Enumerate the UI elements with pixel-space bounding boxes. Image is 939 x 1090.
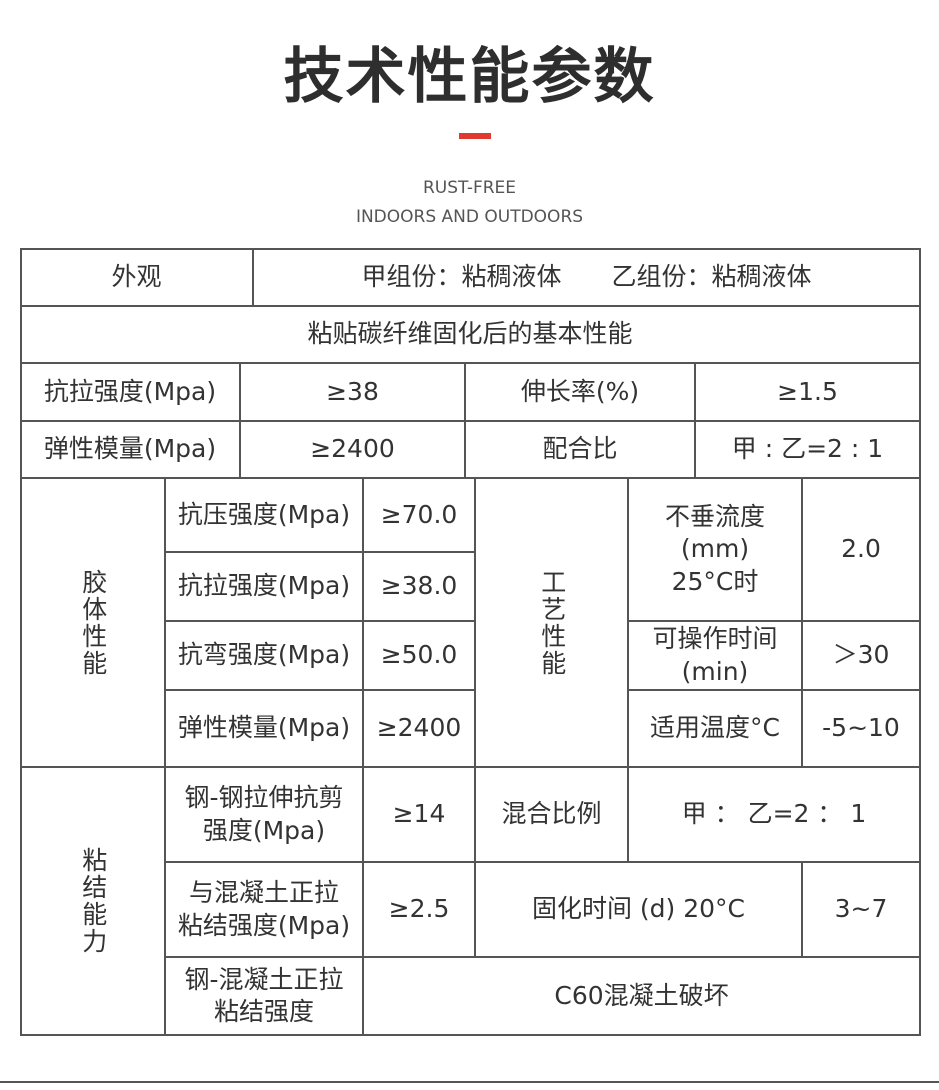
table-cell: 抗拉强度(Mpa) [165,552,363,621]
table-cell: 配合比 [465,421,695,478]
cell-text: 钢-混凝土正拉 粘结强度 [184,964,344,1027]
table-cell: ≥2400 [363,690,475,767]
cell-text: 弹性模量(Mpa) [43,434,217,464]
cell-text: 抗压强度(Mpa) [177,499,351,529]
table-cell: ≥1.5 [695,363,920,421]
cell-text: ≥14 [392,799,446,829]
table-cell: 弹性模量(Mpa) [20,421,240,478]
table-cell: 固化时间 (d) 20°C [475,862,802,957]
cell-text: ≥2400 [376,713,462,743]
table-cell: 钢-混凝土正拉 粘结强度 [165,957,363,1035]
table-cell: 3~7 [802,862,920,957]
subtitle: RUST-FREE [422,178,517,198]
cell-text: 抗拉强度(Mpa) [177,571,351,601]
table-cell: 混合比例 [475,767,628,862]
cell-text: 可操作时间 (min) [652,624,778,686]
cell-text: 钢-钢拉伸抗剪 强度(Mpa) [184,783,344,845]
table-cell: C60混凝土破坏 [363,957,920,1035]
table-cell: 甲 ： 乙=2 ： 1 [628,767,920,862]
divider [0,1081,939,1083]
cell-text: 胶体性能 [78,568,108,677]
table-cell: 弹性模量(Mpa) [165,690,363,767]
table-cell: 外观 [20,248,253,306]
cell-text: 外观 [111,261,162,291]
title: 技术性能参数 [283,42,656,112]
table-cell: 胶体性能 [20,478,165,767]
cell-text: ＞30 [832,640,890,670]
cell-text: 抗拉强度(Mpa) [43,376,217,406]
cell-text: 抗弯强度(Mpa) [177,640,351,670]
table-cell: ≥70.0 [363,478,475,552]
cell-text: ≥70.0 [380,499,458,529]
cell-text: ≥50.0 [380,640,458,670]
cell-text: ≥38 [326,376,379,406]
table-cell: 适用温度°C [628,690,802,767]
subtitle: INDOORS AND OUTDOORS [355,207,584,227]
cell-text: 粘结能力 [78,847,108,955]
cell-text: ≥38.0 [380,571,458,601]
table-cell: 钢-钢拉伸抗剪 强度(Mpa) [165,767,363,862]
table-cell: 2.0 [802,478,920,621]
cell-text: -5~10 [822,713,900,743]
cell-text: 固化时间 (d) 20°C [531,894,746,924]
cell-text: 甲 : 乙=2 : 1 [731,434,884,464]
cell-text: 甲组份：粘稠液体 乙组份：粘稠液体 [361,261,812,291]
table-cell: 抗压强度(Mpa) [165,478,363,552]
table-cell: ≥2.5 [363,862,475,957]
cell-text: 工艺性能 [537,568,567,677]
cell-text: ≥2.5 [388,894,450,924]
table-cell: 不垂流度 (mm) 25°C时 [628,478,802,621]
cell-text: 粘贴碳纤维固化后的基本性能 [307,319,633,349]
cell-text: 3~7 [834,894,888,924]
table-cell: 抗弯强度(Mpa) [165,621,363,690]
table-cell: 甲组份：粘稠液体 乙组份：粘稠液体 [253,248,920,306]
table-cell: ≥50.0 [363,621,475,690]
table-cell: 粘贴碳纤维固化后的基本性能 [20,306,920,363]
table-cell: ＞30 [802,621,920,690]
table-cell: 与混凝土正拉 粘结强度(Mpa) [165,862,363,957]
table-cell: 甲 : 乙=2 : 1 [695,421,920,478]
table-cell: 可操作时间 (min) [628,621,802,690]
table-cell: ≥38 [240,363,465,421]
cell-text: 伸长率(%) [520,376,640,406]
table-cell: ≥38.0 [363,552,475,621]
cell-text: 混合比例 [501,799,602,829]
cell-text: ≥2400 [310,434,395,464]
cell-text: C60混凝土破坏 [554,980,729,1010]
table-cell: 抗拉强度(Mpa) [20,363,240,421]
cell-text: 2.0 [841,534,881,564]
cell-text: 不垂流度 (mm) 25°C时 [664,501,765,596]
accent-bar [459,133,491,139]
table-cell: 粘结能力 [20,767,165,1035]
cell-text: ≥1.5 [777,376,838,406]
table-cell: 伸长率(%) [465,363,695,421]
table-cell: -5~10 [802,690,920,767]
cell-text: 配合比 [542,434,618,464]
table-cell: 工艺性能 [475,478,628,767]
cell-text: 适用温度°C [650,713,780,743]
cell-text: 甲 ： 乙=2 ： 1 [681,799,867,829]
table-cell: ≥2400 [240,421,465,478]
table-cell: ≥14 [363,767,475,862]
cell-text: 弹性模量(Mpa) [177,713,351,743]
cell-text: 与混凝土正拉 粘结强度(Mpa) [177,878,351,940]
